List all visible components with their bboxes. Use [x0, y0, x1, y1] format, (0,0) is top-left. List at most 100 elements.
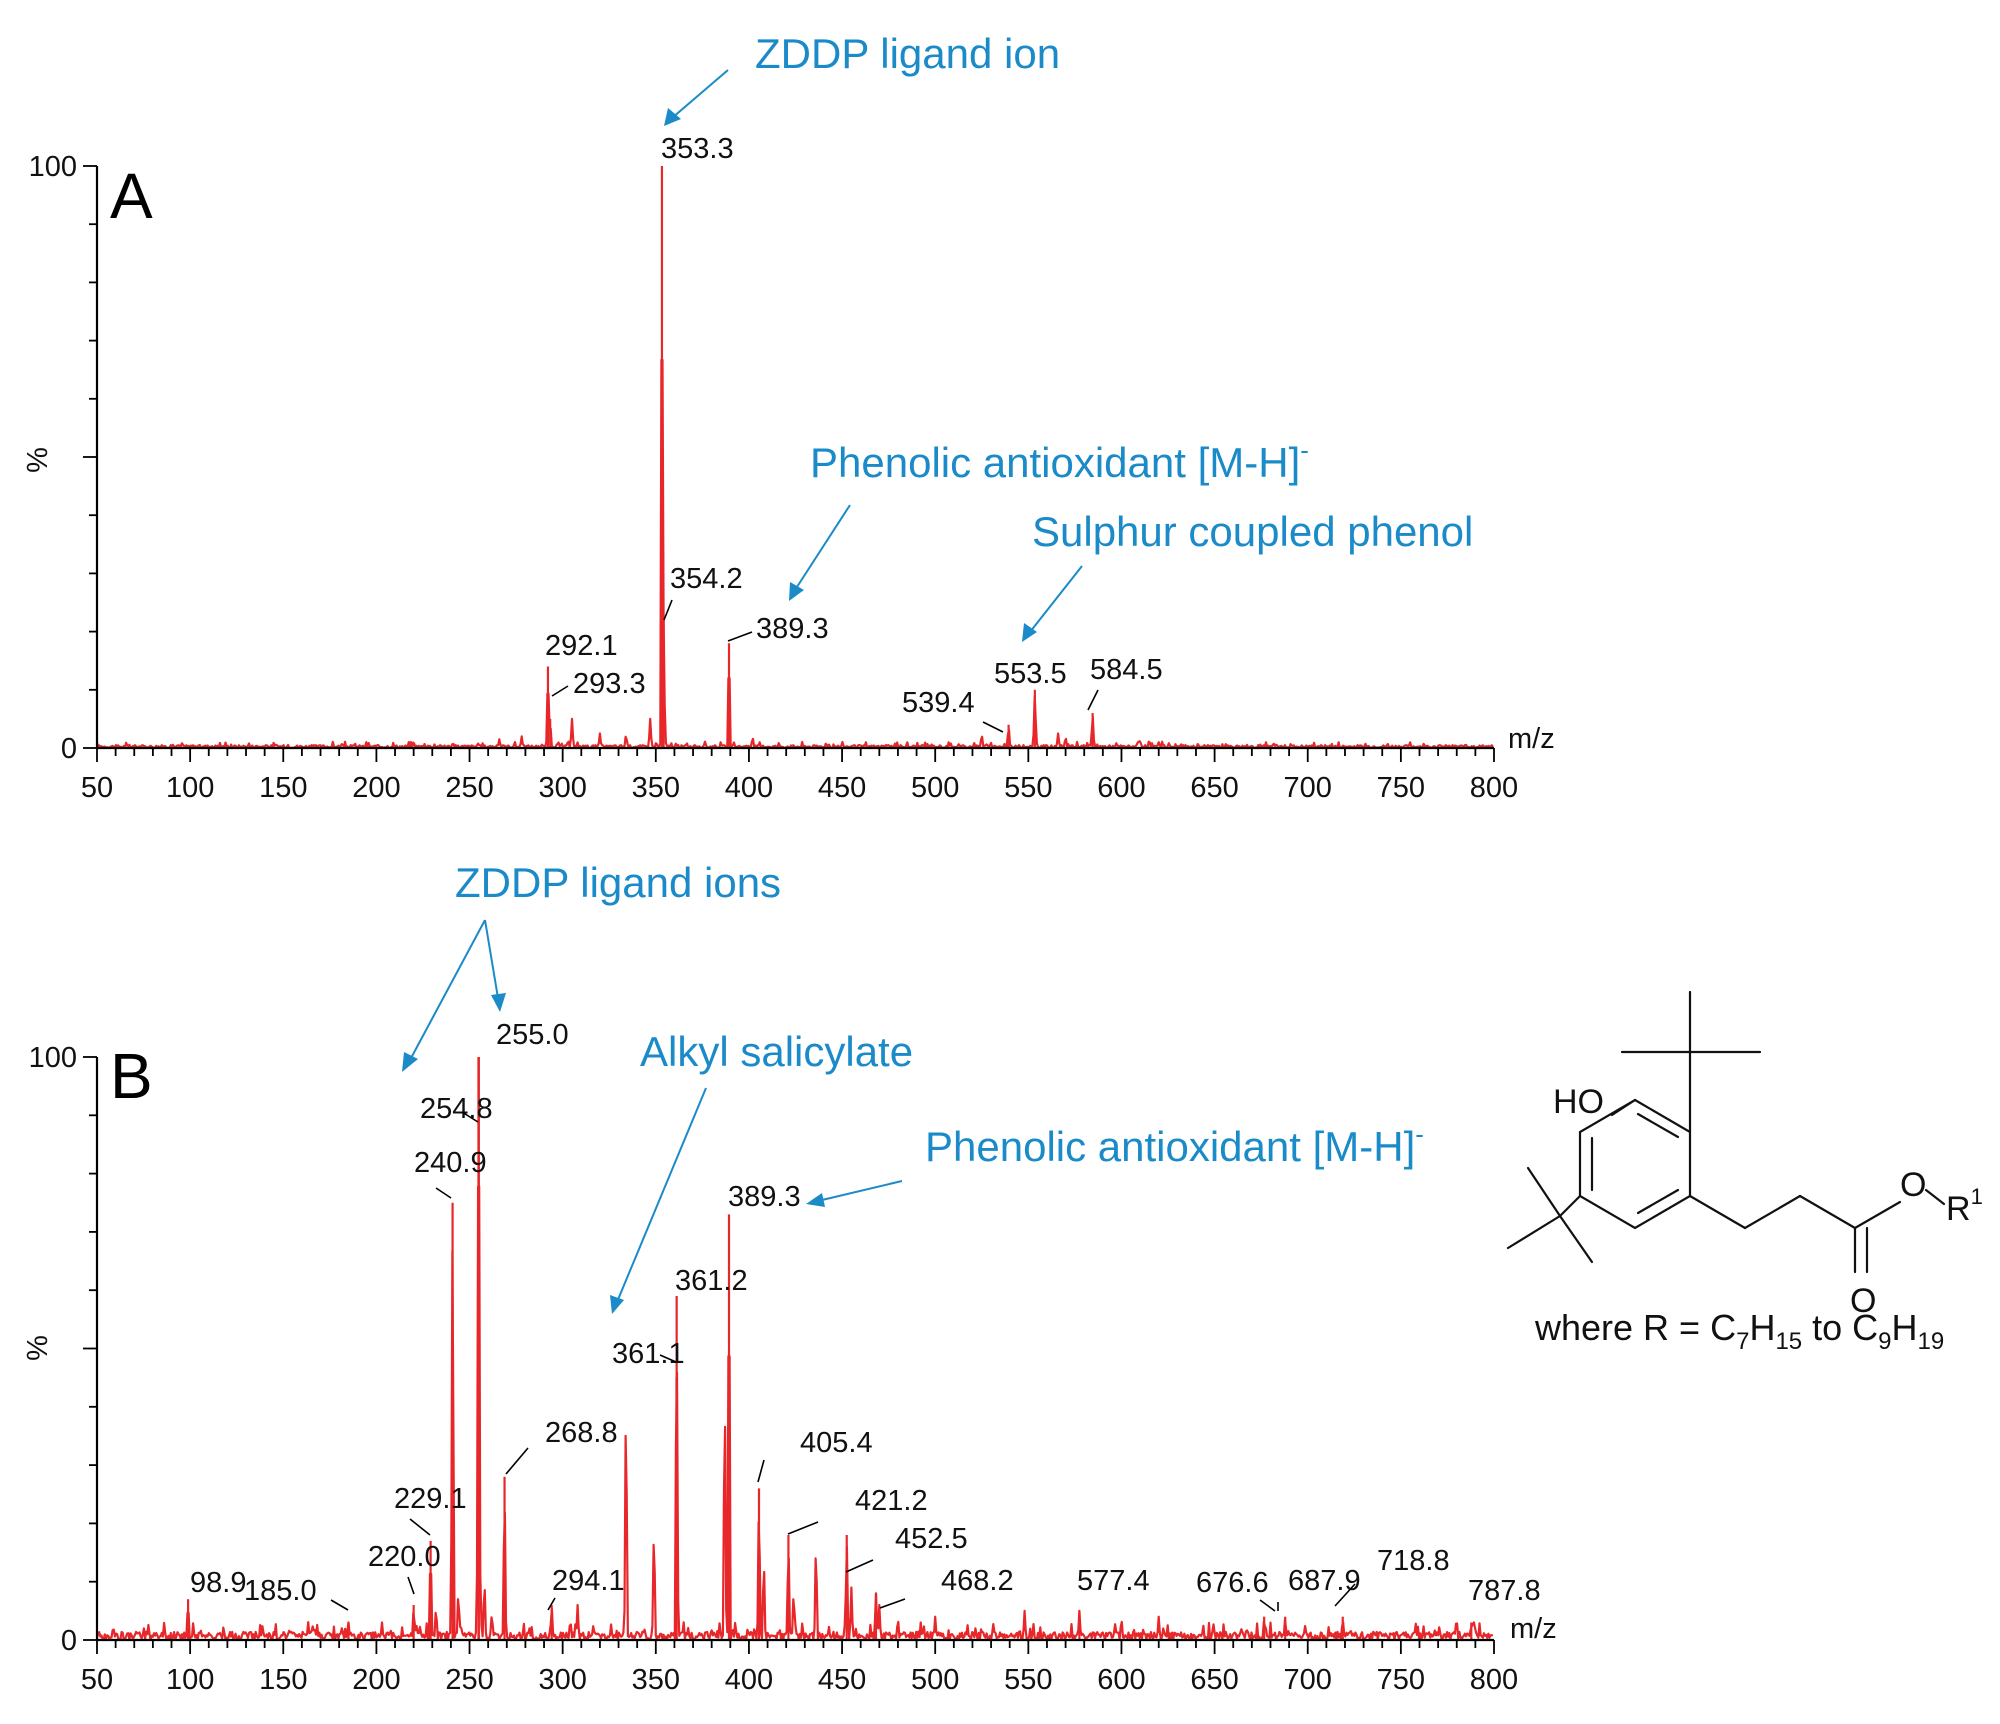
panel-b-peak-label-16: 577.4: [1077, 1565, 1150, 1597]
panel-b-peak-label-0: 98.9: [190, 1567, 246, 1599]
formula-text: where R = C7H15 to C9H19: [1534, 1307, 1944, 1355]
panel-b-x-tick-label-3: 200: [352, 1664, 400, 1696]
panel-a-arrow-sulphur: [1029, 565, 1083, 633]
panel-b-peak-label-12: 405.4: [800, 1427, 873, 1459]
panel-a-peak-label-2: 353.3: [661, 133, 734, 165]
panel-b-arrowhead-zddp-1: [402, 1052, 418, 1072]
panel-b-y-tick-label-0: 0: [61, 1625, 77, 1657]
panel-b-peak-leader-2: [407, 1576, 415, 1595]
panel-b-peak-label-6: 255.0: [496, 1019, 569, 1051]
panel-b-peak-label-18: 687.9: [1288, 1565, 1361, 1597]
panel-a-x-tick-label-4: 250: [445, 772, 493, 804]
panel-a-peak-label-6: 553.5: [994, 658, 1067, 690]
panel-a-x-tick-label-9: 500: [911, 772, 959, 804]
ester-oxygen-label: O: [1900, 1166, 1926, 1204]
panel-b-arrow-zddp-2: [484, 919, 499, 999]
panel-b-peak-label-1: 185.0: [244, 1575, 317, 1607]
panel-b-peak-leader-8: [547, 1597, 556, 1611]
chain-bond-3: [1798, 1194, 1857, 1230]
tbutyl-left-stem: [1558, 1194, 1582, 1218]
tbutyl-left-methyl-3: [1558, 1214, 1594, 1264]
hydroxyl-bond: [1610, 1098, 1637, 1117]
panel-a-x-tick-label-6: 350: [632, 772, 680, 804]
panel-b-peak-label-4: 240.9: [414, 1147, 487, 1179]
panel-b-x-tick-label-14: 750: [1377, 1664, 1425, 1696]
panel-b-peak-leader-3: [409, 1518, 431, 1536]
panel-a-arrowhead-phenolic: [789, 582, 804, 601]
panel-b-x-tick-label-1: 100: [166, 1664, 214, 1696]
panel-a-xlabel: m/z: [1508, 723, 1555, 755]
panel-a-arrow-zddp: [671, 69, 729, 119]
panel-b-ylabel: %: [22, 1335, 54, 1361]
panel-a-arrowhead-zddp: [664, 108, 681, 126]
panel-b-x-tick-label-6: 350: [632, 1664, 680, 1696]
panel-b-x-tick-label-0: 50: [81, 1664, 113, 1696]
panel-b-annotation-phenolic: Phenolic antioxidant [M-H]-: [925, 1119, 1424, 1170]
panel-b-peak-label-10: 361.2: [675, 1265, 748, 1297]
panel-b-peak-leader-4: [435, 1187, 452, 1199]
panel-b-peak-label-5: 254.8: [420, 1093, 493, 1125]
tbutyl-left-methyl-1: [1506, 1214, 1562, 1250]
panel-a-arrowhead-sulphur: [1022, 623, 1037, 642]
panel-b-peak-leader-12: [757, 1459, 765, 1483]
panel-b-arrowhead-alkyl: [610, 1295, 624, 1314]
panel-b-peak-label-8: 294.1: [552, 1565, 625, 1597]
panel-b-x-tick-label-9: 500: [911, 1664, 959, 1696]
panel-b-peak-label-13: 421.2: [855, 1485, 928, 1517]
panel-a-peak-label-4: 389.3: [756, 613, 829, 645]
panel-b-peak-label-20: 787.8: [1468, 1575, 1541, 1607]
panel-b-annotation-alkyl: Alkyl salicylate: [640, 1028, 913, 1075]
panel-b-peak-leader-7: [505, 1447, 529, 1475]
panel-b-peak-leader-14: [845, 1559, 874, 1573]
panel-b: B % m/z 50 100 150 200 250 300 350 400 450 500 550…: [22, 859, 1557, 1696]
panel-a-peak-leader-7: [1087, 689, 1099, 711]
panel-b-peak-label-14: 452.5: [895, 1523, 968, 1555]
panel-a-peak-label-5: 539.4: [902, 687, 975, 719]
panel-a-peak-label-7: 584.5: [1090, 654, 1163, 686]
panel-a-annotation-phenolic: Phenolic antioxidant [M-H]-: [810, 435, 1309, 486]
panel-a-x-tick-label-15: 800: [1470, 772, 1518, 804]
panel-b-x-tick-label-7: 400: [725, 1664, 773, 1696]
panel-a-x-tick-label-10: 550: [1004, 772, 1052, 804]
panel-b-x-tick-label-15: 800: [1470, 1664, 1518, 1696]
panel-letter-b: B: [110, 1040, 153, 1112]
ester-r-bond: [1924, 1188, 1946, 1206]
panel-b-peak-label-15: 468.2: [941, 1565, 1014, 1597]
panel-b-peak-label-11: 389.3: [728, 1181, 801, 1213]
panel-a-annotation-sulphur: Sulphur coupled phenol: [1032, 508, 1473, 555]
panel-b-x-tick-label-2: 150: [259, 1664, 307, 1696]
panel-a-peak-leader-3: [663, 599, 673, 621]
panel-b-peak-label-7: 268.8: [545, 1417, 618, 1449]
panel-a-x-tick-label-11: 600: [1097, 772, 1145, 804]
panel-b-arrow-alkyl: [616, 1087, 707, 1303]
panel-b-peak-label-3: 229.1: [394, 1483, 467, 1515]
panel-a: A % m/z 50 100 150 200 250 300 350 400 450 500 550…: [22, 30, 1555, 804]
panel-a-x-tick-label-13: 700: [1284, 772, 1332, 804]
panel-b-x-tick-label-4: 250: [445, 1664, 493, 1696]
panel-a-y-tick-label-0: 0: [61, 733, 77, 765]
panel-b-peak-leader-15: [879, 1598, 906, 1609]
panel-a-x-tick-label-7: 400: [725, 772, 773, 804]
panel-b-peak-label-17: 676.6: [1196, 1567, 1269, 1599]
panel-b-peak-label-9: 361.1: [612, 1338, 685, 1370]
chain-bond-2: [1743, 1194, 1802, 1230]
ester-bond: [1853, 1200, 1902, 1230]
panel-b-spectrum-trace: [95, 1185, 1494, 1642]
panel-b-x-tick-label-11: 600: [1097, 1664, 1145, 1696]
panel-a-x-tick-label-12: 650: [1190, 772, 1238, 804]
chain-bond-1: [1688, 1194, 1747, 1230]
panel-a-x-tick-label-2: 150: [259, 772, 307, 804]
panel-b-x-tick-label-8: 450: [818, 1664, 866, 1696]
panel-b-peak-leader-5: [461, 1111, 479, 1123]
panel-a-y-tick-label-1: 100: [29, 151, 77, 183]
panel-a-x-tick-label-1: 100: [166, 772, 214, 804]
panel-b-peak-leader-19: [1334, 1583, 1356, 1607]
panel-b-peak-leader-1: [330, 1599, 349, 1611]
panel-b-x-tick-label-13: 700: [1284, 1664, 1332, 1696]
panel-a-peak-leader-5: [982, 721, 1004, 733]
hydroxyl-label: HO: [1553, 1083, 1604, 1121]
panel-b-peak-leader-13: [787, 1521, 819, 1535]
panel-b-x-tick-label-12: 650: [1190, 1664, 1238, 1696]
